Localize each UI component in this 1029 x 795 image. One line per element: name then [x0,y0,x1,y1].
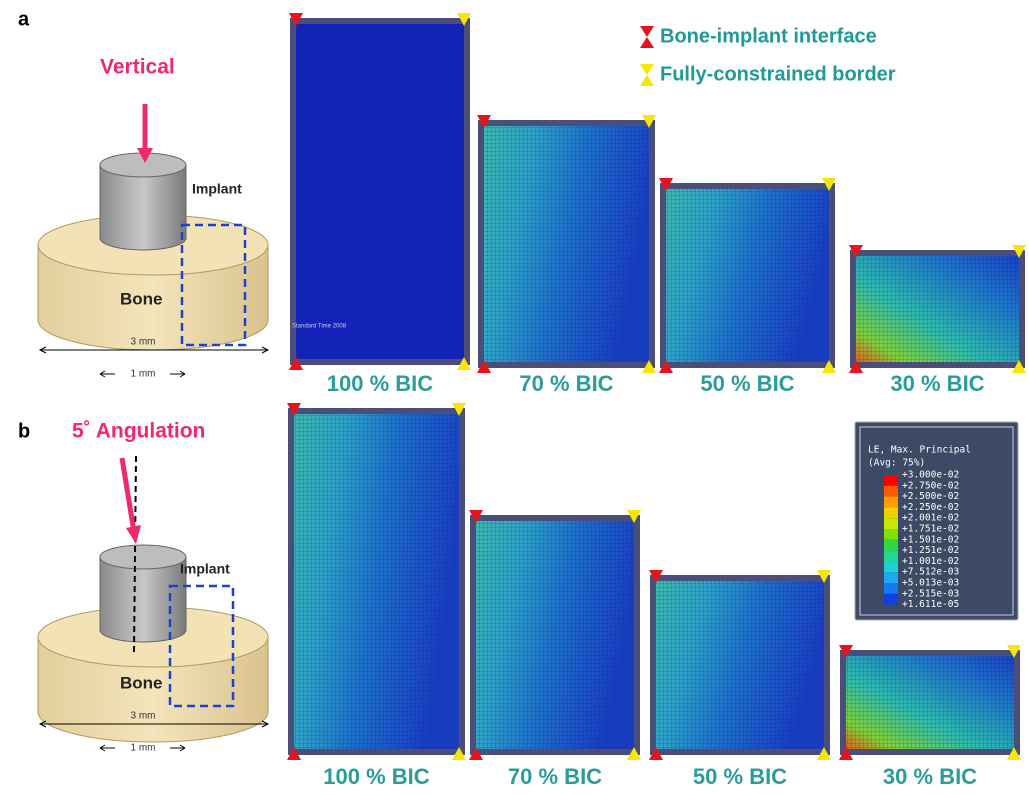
dimension-label: 3 mm [131,711,156,722]
colorbar-swatch [884,594,898,605]
dimension-label: 3 mm [131,337,156,348]
colorbar-swatch [884,572,898,583]
implant-top [100,545,186,569]
model-mesh [656,581,824,749]
panel-title: Vertical [100,56,175,79]
load-arrowhead [126,525,141,544]
colorbar-label: +3.000e-02 [902,470,959,481]
colorbar-label: +1.001e-02 [902,556,959,567]
implant [100,165,186,250]
bone-label: Bone [120,289,163,308]
panel-label: b [18,420,30,442]
colorbar-label: +2.001e-02 [902,513,959,524]
colorbar-label: +2.750e-02 [902,480,959,491]
legend-icon [640,26,654,48]
colorbar-swatch [884,561,898,572]
colorbar-swatch [884,475,898,486]
colorbar-label: +1.751e-02 [902,524,959,535]
colorbar-label: +5.013e-03 [902,578,959,589]
bic-label: 30 % BIC [883,764,977,789]
colorbar-label: +2.250e-02 [902,502,959,513]
figure: Bone-implant interface Fully-constrained… [0,0,1029,795]
bic-label: 70 % BIC [519,371,613,396]
dimension-label: 1 mm [131,369,156,380]
bic-label: 70 % BIC [508,764,602,789]
model-mesh [484,126,649,362]
colorbar-label: +1.501e-02 [902,534,959,545]
colorbar-swatch [884,518,898,529]
legend-text: Bone-implant interface [660,25,877,47]
colorbar-swatch [884,540,898,551]
legend: Bone-implant interface Fully-constrained… [640,25,896,86]
panel-label: a [18,8,30,30]
colorbar-swatch [884,497,898,508]
colorbar-label: +2.500e-02 [902,491,959,502]
bic-label: 50 % BIC [700,371,794,396]
model-mesh [294,414,459,749]
panel-title: 5˚ Angulation [72,420,205,443]
colorbar-subtitle: (Avg: 75%) [868,458,925,469]
colorbar-swatch [884,583,898,594]
implant-label: Implant [192,181,242,197]
model-mesh [296,24,464,359]
legend-icon [640,64,654,86]
colorbar-label: +2.515e-03 [902,588,959,599]
colorbar: LE, Max. Principal (Avg: 75%) +3.000e-02… [855,422,1018,620]
load-arrow [122,458,134,532]
model-mesh [666,189,829,362]
colorbar-label: +1.251e-02 [902,545,959,556]
bic-label: 100 % BIC [323,764,429,789]
legend-text: Fully-constrained border [660,63,896,85]
dimension-label: 1 mm [131,743,156,754]
bic-label: 100 % BIC [327,371,433,396]
model-mesh [476,521,634,749]
colorbar-label: +7.512e-03 [902,567,959,578]
model-mesh [856,256,1019,362]
colorbar-title: LE, Max. Principal [868,445,971,456]
colorbar-swatch [884,486,898,497]
colorbar-label: +1.611e-05 [902,599,959,610]
watermark: Standard Time 2008 [292,324,347,330]
bic-label: 30 % BIC [890,371,984,396]
model-mesh [846,656,1014,749]
implant-label: Implant [180,561,230,577]
bone-label: Bone [120,673,163,692]
bic-label: 50 % BIC [693,764,787,789]
colorbar-swatch [884,507,898,518]
colorbar-swatch [884,551,898,562]
colorbar-swatch [884,529,898,540]
implant [100,557,186,642]
